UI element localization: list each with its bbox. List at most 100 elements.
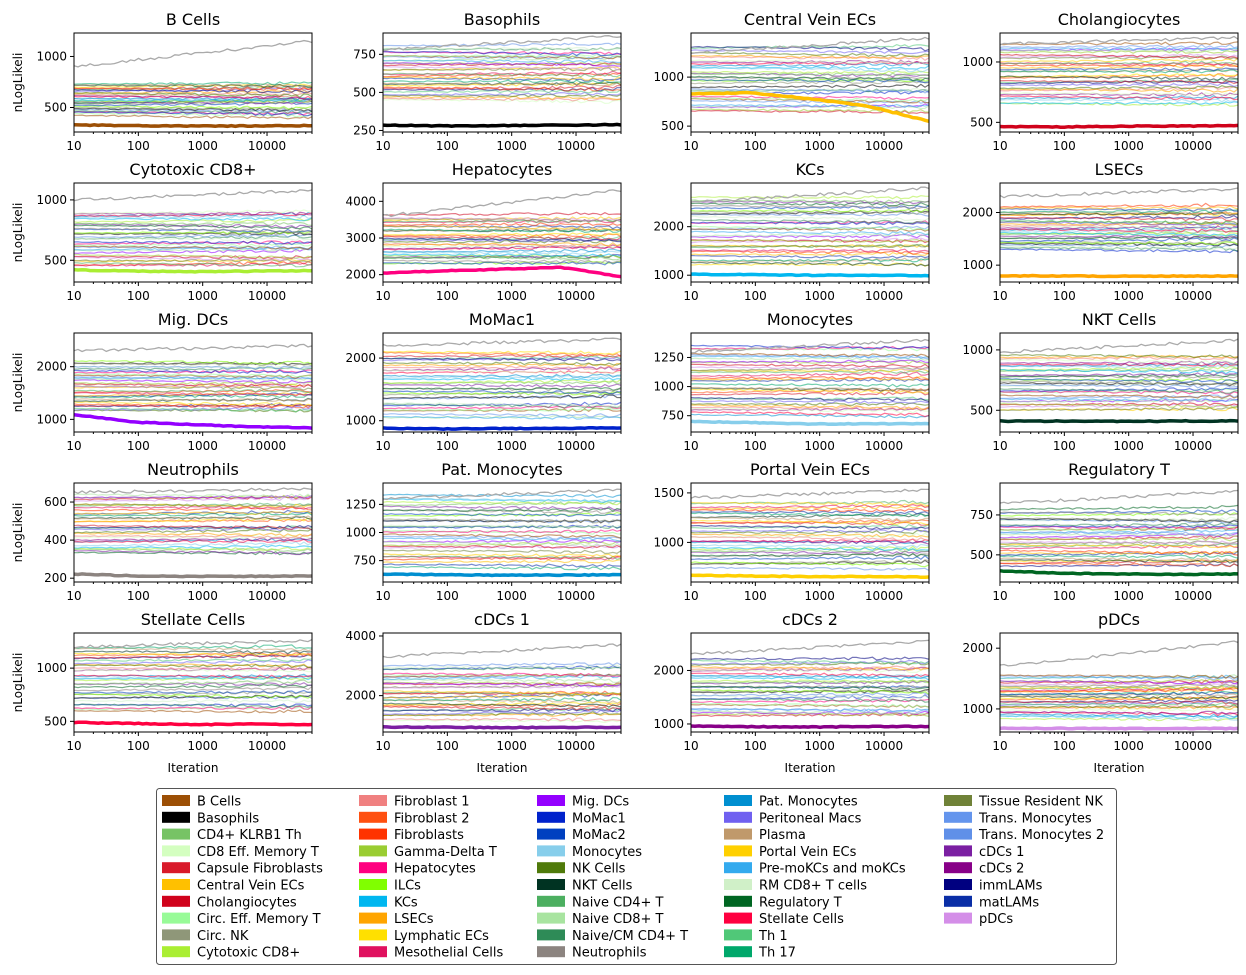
background-series-line [383,237,621,243]
x-tick-label: 1000 [187,439,218,453]
subplot-title: LSECs [1095,160,1144,179]
x-tick-label: 10000 [248,139,286,153]
highlight-series-cytotoxic-cd8 [74,267,312,274]
background-series-line [383,216,621,222]
legend-item-regulatory-t: Regulatory T [724,895,842,910]
background-series-line [1000,365,1238,371]
subplot-neutrophils: Neutrophils 10 100 1000 10000 200 400 600 nLogLi… [11,460,313,603]
background-series-line [383,260,621,266]
background-series-line [691,400,929,404]
background-series-line [1000,234,1238,240]
legend-label: Trans. Monocytes 2 [978,828,1104,843]
legend-item-kcs: KCs [359,895,418,910]
y-axis: 2000 4000 [345,629,383,703]
background-series-line [1000,231,1238,237]
x-tick-label: 1000 [187,589,218,603]
legend-swatch [537,929,565,941]
background-series-line [74,248,312,254]
legend-item-trans-monocytes-2: Trans. Monocytes 2 [944,828,1104,843]
background-series-line [74,365,312,370]
background-series-line [691,676,929,681]
y-tick-label: 600 [44,495,67,509]
background-series-line [1000,368,1238,375]
background-series-line [1000,47,1238,52]
outlier-series-line [383,337,621,347]
x-tick-label: 10 [992,139,1007,153]
background-series-line [1000,205,1238,210]
y-tick-label: 1000 [36,412,67,426]
x-tick-label: 10000 [248,739,286,753]
background-series-line [74,240,312,246]
subplot-monocytes: Monocytes 10 100 1000 10000 750 1000 1250 [653,310,930,453]
background-series-line [1000,540,1238,545]
highlight-series-nkt-cells [1000,418,1238,424]
x-tick-label: 100 [1053,139,1076,153]
background-series-line [383,524,621,529]
background-series-line [691,195,929,200]
background-series-line [1000,394,1238,399]
outlier-series-line [691,639,929,656]
background-series-line [383,373,621,379]
background-series-line [74,544,312,549]
y-tick-label: 1000 [36,49,67,63]
background-series-line [1000,557,1238,562]
highlight-series-basophils [383,122,621,128]
background-series-line [691,75,929,82]
background-series-line [1000,237,1238,243]
axes-frame [999,332,1239,433]
legend-swatch [724,929,752,941]
background-series-line [74,94,312,101]
background-series-line [691,386,929,392]
subplot-central-vein-ecs: Central Vein ECs 10 100 1000 10000 500 1000 [653,10,930,153]
legend-label: Neutrophils [572,946,647,961]
background-series-line [383,537,621,542]
subplot-kcs: KCs 10 100 1000 10000 1000 2000 [653,160,930,303]
subplot-title: Pat. Monocytes [441,460,562,479]
background-series-line [691,104,929,110]
legend-item-basophils: Basophils [162,811,259,826]
background-series-line [1000,504,1238,511]
background-series-line [74,262,312,268]
x-tick-label: 1000 [496,139,527,153]
y-tick-label: 1000 [962,702,993,716]
x-axis-label: Iteration [785,761,836,775]
background-series-line [383,211,621,216]
x-tick-label: 1000 [187,289,218,303]
background-series-line [74,534,312,539]
legend-label: Cholangiocytes [197,895,297,910]
background-series-line [74,209,312,215]
background-series-line [74,663,312,669]
background-series-line [74,97,312,103]
legend-swatch [359,811,387,823]
background-series-line [1000,79,1238,85]
outlier-series-line [1000,35,1238,46]
background-series-line [1000,353,1238,359]
background-series-line [691,679,929,684]
outlier-series-line [691,338,929,354]
background-series-line [1000,98,1238,103]
background-series-line [383,259,621,265]
legend-swatch [724,828,752,840]
highlight-series-monocytes [691,419,929,426]
outlier-series-line [383,643,621,659]
background-series-line [691,510,929,515]
background-series-line [383,544,621,549]
subplot-title: KCs [795,160,824,179]
y-tick-label: 250 [353,123,376,137]
x-axis-label: Iteration [168,761,219,775]
legend-swatch [537,828,565,840]
background-series-line [383,237,621,243]
background-series-line [383,523,621,529]
background-series-line [74,362,312,368]
background-series-line [1000,529,1238,535]
background-series-line [74,668,312,673]
background-series-line [691,503,929,509]
subplot-title: NKT Cells [1082,310,1156,329]
background-series-line [383,696,621,702]
background-series-line [383,711,621,717]
background-series-line [74,541,312,547]
legend-label: CD8 Eff. Memory T [197,845,319,860]
legend-swatch [944,828,972,840]
background-series-line [383,362,621,368]
x-tick-label: 10000 [248,289,286,303]
